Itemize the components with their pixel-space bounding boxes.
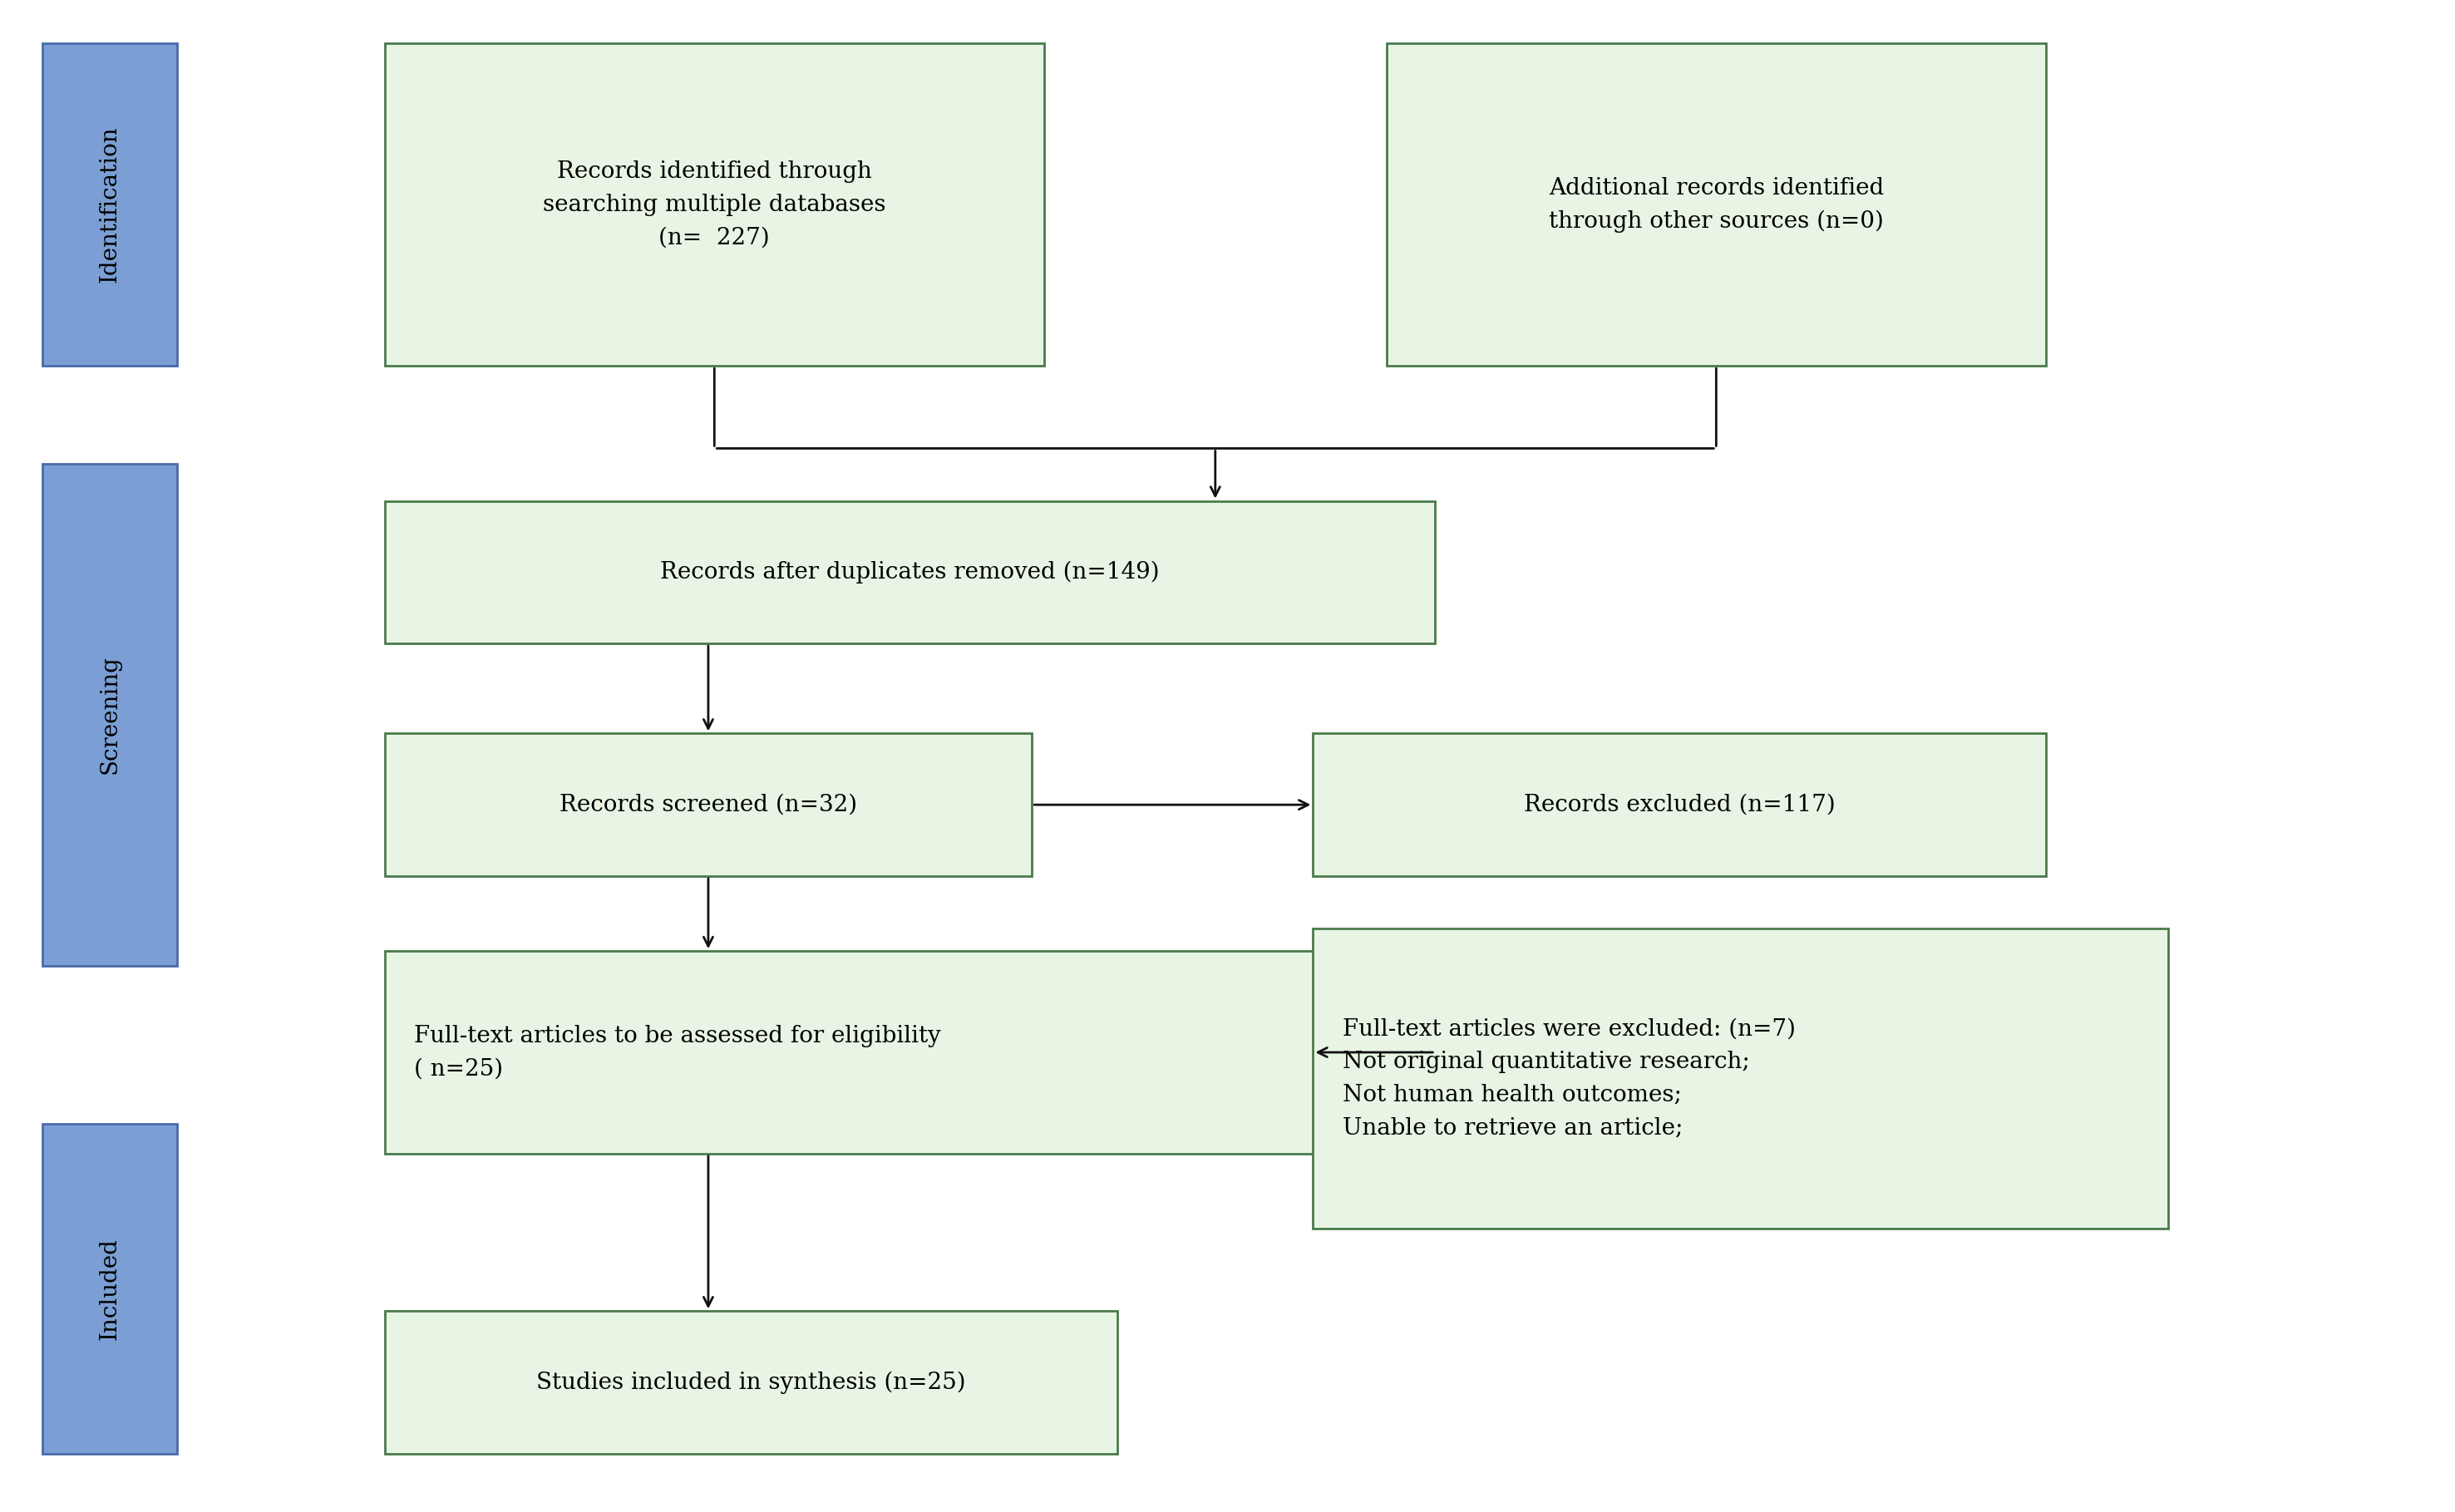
Text: Records after duplicates removed (n=149): Records after duplicates removed (n=149) bbox=[660, 561, 1159, 584]
FancyBboxPatch shape bbox=[42, 1123, 177, 1453]
Text: Identification: Identification bbox=[98, 125, 120, 283]
Text: Additional records identified
through other sources (n=0): Additional records identified through ot… bbox=[1549, 177, 1883, 233]
FancyBboxPatch shape bbox=[385, 44, 1043, 366]
FancyBboxPatch shape bbox=[1387, 44, 2045, 366]
Text: Full-text articles were excluded: (n=7)
Not original quantitative research;
Not : Full-text articles were excluded: (n=7) … bbox=[1343, 1018, 1795, 1139]
Text: Included: Included bbox=[98, 1238, 120, 1340]
FancyBboxPatch shape bbox=[42, 44, 177, 366]
FancyBboxPatch shape bbox=[385, 733, 1031, 875]
FancyBboxPatch shape bbox=[385, 500, 1436, 644]
Text: Records screened (n=32): Records screened (n=32) bbox=[560, 794, 857, 816]
FancyBboxPatch shape bbox=[42, 463, 177, 966]
Text: Full-text articles to be assessed for eligibility
( n=25): Full-text articles to be assessed for el… bbox=[415, 1025, 940, 1080]
Text: Records identified through
searching multiple databases
(n=  227): Records identified through searching mul… bbox=[543, 160, 886, 248]
Text: Screening: Screening bbox=[98, 655, 120, 774]
Text: Studies included in synthesis (n=25): Studies included in synthesis (n=25) bbox=[535, 1371, 965, 1394]
FancyBboxPatch shape bbox=[385, 951, 1436, 1154]
FancyBboxPatch shape bbox=[385, 1311, 1117, 1453]
FancyBboxPatch shape bbox=[1313, 928, 2168, 1229]
Text: Records excluded (n=117): Records excluded (n=117) bbox=[1525, 794, 1836, 816]
FancyBboxPatch shape bbox=[1313, 733, 2045, 875]
